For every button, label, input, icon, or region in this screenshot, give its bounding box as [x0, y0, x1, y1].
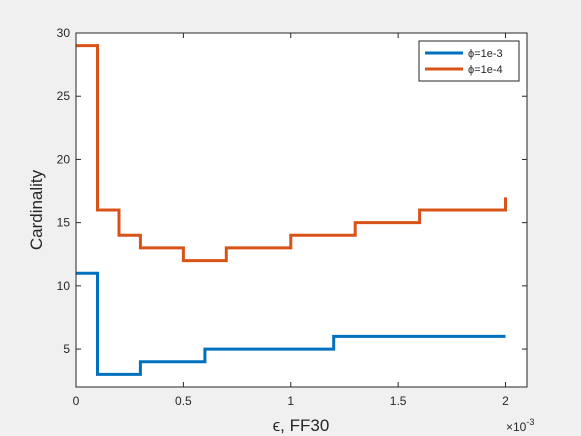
- x-axis-label: ϵ, FF30: [273, 416, 330, 435]
- legend-label-1: ϕ=1e-3: [468, 48, 503, 60]
- y-tick-label: 30: [57, 26, 71, 40]
- x-tick-label: 0.5: [175, 394, 192, 408]
- legend-box: [418, 40, 520, 82]
- x-exponent-sup: -3: [526, 417, 534, 427]
- series-line-1: [76, 271, 506, 376]
- series-line-2: [76, 44, 507, 263]
- y-tick-label: 10: [57, 279, 71, 293]
- y-tick-label: 15: [57, 216, 71, 230]
- legend-label-2: ϕ=1e-4: [468, 64, 503, 76]
- x-exponent-label: ×10-3: [506, 417, 534, 434]
- y-axis-label: Cardinality: [27, 169, 46, 250]
- x-exponent-base: ×10: [506, 420, 527, 434]
- axes-box: [75, 32, 528, 388]
- y-tick-label: 20: [57, 152, 71, 166]
- x-tick-label: 0: [73, 394, 80, 408]
- axes-layer: [75, 32, 528, 388]
- x-tick-label: 1.5: [390, 394, 407, 408]
- y-tick-label: 25: [57, 89, 71, 103]
- x-tick-label: 2: [502, 394, 509, 408]
- x-tick-label: 1: [287, 394, 294, 408]
- series-layer: [76, 44, 507, 376]
- legend: ϕ=1e-3 ϕ=1e-4: [418, 40, 520, 82]
- svg-text:×10-3: ×10-3: [506, 417, 534, 434]
- y-tick-label: 5: [63, 342, 70, 356]
